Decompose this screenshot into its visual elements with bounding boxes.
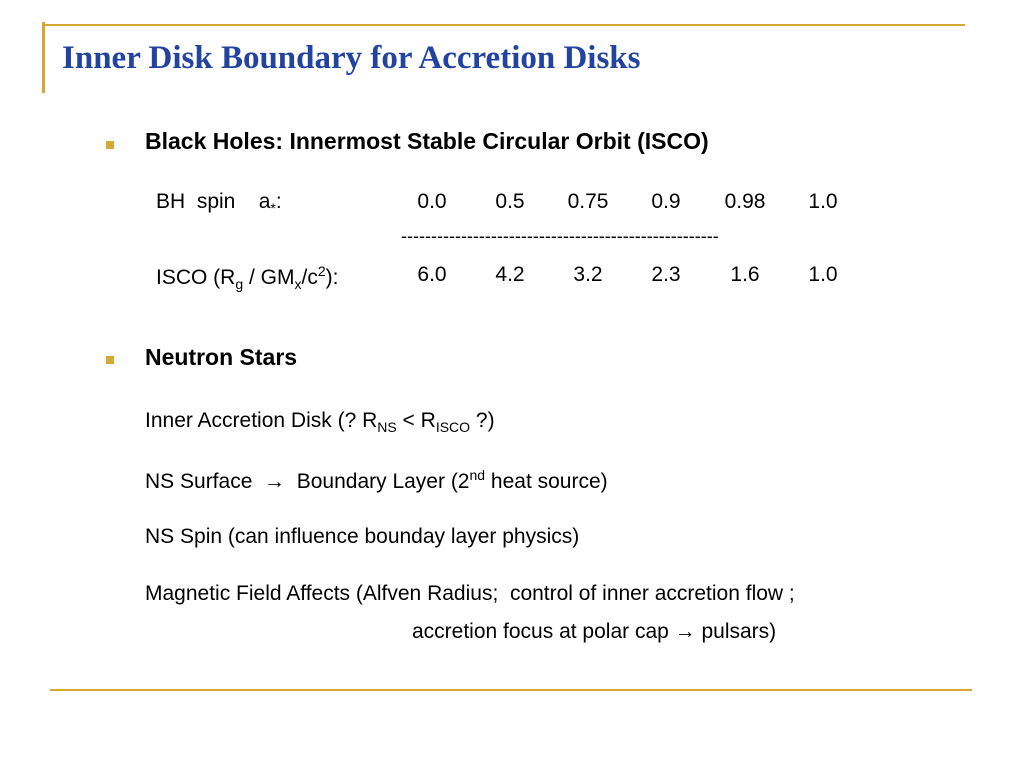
table-value: 3.2 bbox=[573, 263, 603, 286]
section-heading: Neutron Stars bbox=[145, 344, 298, 370]
subscript: x bbox=[294, 276, 302, 293]
subscript: NS bbox=[377, 419, 397, 436]
text: ISCO (R bbox=[156, 266, 236, 289]
text: ): bbox=[325, 266, 339, 289]
section-heading: Black Holes: Innermost Stable Circular O… bbox=[145, 128, 709, 154]
superscript: 2 bbox=[317, 263, 326, 279]
bottom-rule bbox=[50, 689, 972, 691]
text: < R bbox=[396, 409, 436, 432]
subscript: g bbox=[235, 276, 244, 293]
table-value: 0.75 bbox=[567, 190, 609, 213]
table-value: 0.0 bbox=[417, 190, 447, 213]
text: / GM bbox=[243, 266, 295, 289]
text: /c bbox=[301, 266, 318, 289]
text: : bbox=[275, 190, 282, 213]
text-line: NS Spin (can influence bounday layer phy… bbox=[145, 525, 580, 548]
text-line: Magnetic Field Affects (Alfven Radius; c… bbox=[145, 582, 795, 605]
accent-line bbox=[42, 22, 45, 93]
text: Inner Accretion Disk (? R bbox=[145, 409, 378, 432]
text: ?) bbox=[470, 409, 495, 432]
table-value: 1.0 bbox=[808, 263, 838, 286]
bullet bbox=[106, 356, 114, 364]
text: NS Surface → Boundary Layer (2 bbox=[145, 470, 470, 493]
table-value: 1.6 bbox=[730, 263, 760, 286]
top-rule bbox=[42, 24, 965, 26]
text: heat source) bbox=[485, 470, 608, 493]
table-value: 2.3 bbox=[651, 263, 681, 286]
row-label: BH spin a*: bbox=[156, 190, 282, 216]
text: BH spin a bbox=[156, 190, 271, 213]
superscript: nd bbox=[469, 467, 486, 483]
subscript: ISCO bbox=[435, 419, 471, 436]
table-value: 0.5 bbox=[495, 190, 525, 213]
text-line: Inner Accretion Disk (? RNS < RISCO ?) bbox=[145, 409, 495, 435]
table-value: 6.0 bbox=[417, 263, 447, 286]
bullet bbox=[106, 141, 114, 149]
table-value: 1.0 bbox=[808, 190, 838, 213]
divider: ----------------------------------------… bbox=[401, 226, 719, 246]
row-label: ISCO (Rg / GMx/c2): bbox=[156, 263, 338, 292]
table-value: 4.2 bbox=[495, 263, 525, 286]
slide-title: Inner Disk Boundary for Accretion Disks bbox=[62, 40, 641, 76]
table-value: 0.9 bbox=[651, 190, 681, 213]
text-line: NS Surface → Boundary Layer (2nd heat so… bbox=[145, 467, 608, 494]
subscript: * bbox=[270, 200, 276, 217]
table-value: 0.98 bbox=[724, 190, 766, 213]
text-line: accretion focus at polar cap → pulsars) bbox=[412, 620, 777, 643]
